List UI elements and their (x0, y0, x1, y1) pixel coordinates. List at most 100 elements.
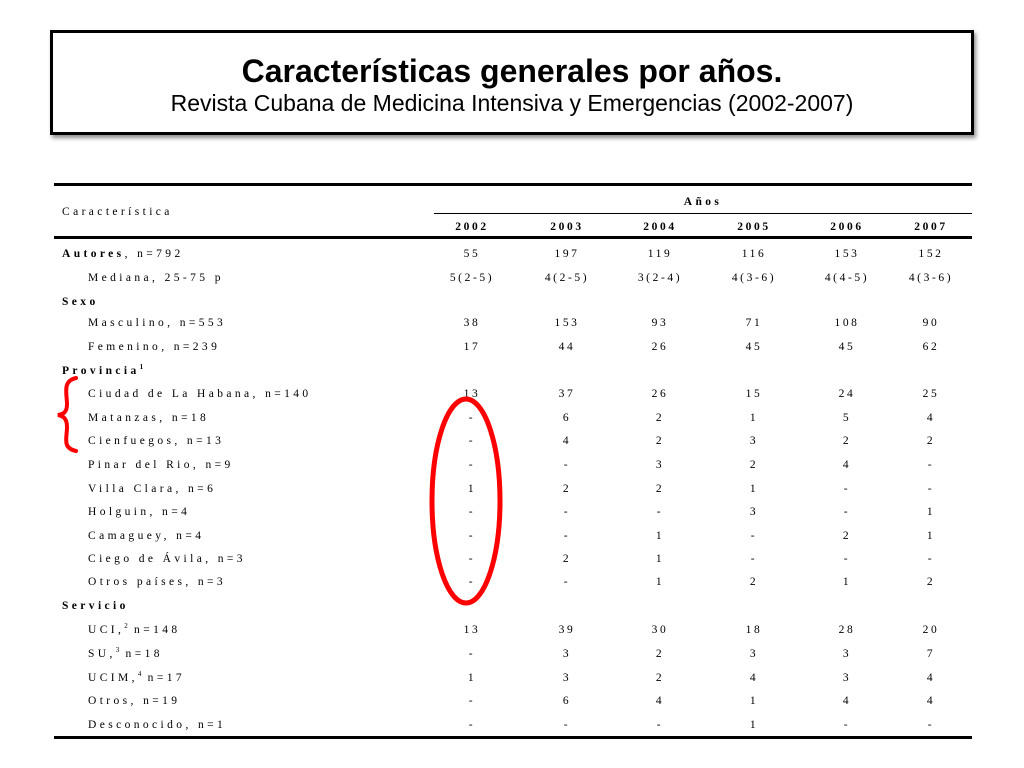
table-cell: 1 (749, 412, 759, 424)
table-cell: 24 (838, 388, 856, 400)
table-cell: 3 (562, 648, 572, 660)
slide-subtitle: Revista Cubana de Medicina Intensiva y E… (170, 90, 854, 116)
table-cell: 1 (749, 719, 759, 731)
table-cell: - (563, 459, 571, 471)
table-cell: 116 (741, 248, 767, 260)
years-header: Años (683, 196, 723, 208)
group-label: Sexo (62, 296, 99, 309)
table-cell: 3 (562, 672, 572, 684)
table-cell: 2 (655, 672, 665, 684)
table-bottom-rule (54, 736, 972, 739)
table-cell: - (468, 459, 476, 471)
row-label-a: SU, (88, 648, 116, 660)
table-cell: - (843, 719, 851, 731)
table-cell: 20 (922, 624, 940, 636)
table-cell: 44 (558, 341, 576, 353)
table-cell: - (563, 506, 571, 518)
table-cell: 3 (842, 672, 852, 684)
group-label: Provincia1 (62, 363, 144, 378)
row-label: Otros, n=19 (88, 695, 181, 707)
table-cell: - (750, 553, 758, 565)
table-cell: 62 (922, 341, 940, 353)
table-cell: 4 (842, 695, 852, 707)
table-cell: 13 (463, 388, 481, 400)
table-cell: 2 (842, 530, 852, 542)
table-cell: 28 (838, 624, 856, 636)
table-cell: 2 (926, 576, 936, 588)
table-cell: - (927, 719, 935, 731)
oval-mark (429, 396, 503, 606)
table-cell: 1 (467, 672, 477, 684)
table-cell: 197 (554, 248, 580, 260)
table-cell: - (468, 576, 476, 588)
row-label: Otros países, n=3 (88, 576, 227, 588)
footnote-marker: 4 (137, 670, 142, 678)
table-cell: 25 (922, 388, 940, 400)
year-header-2007: 2007 (914, 221, 948, 233)
row-label: SU,3 n=18 (88, 647, 163, 661)
table-cell: 1 (749, 483, 759, 495)
table-cell: - (843, 553, 851, 565)
row-label: Autores, n=792 (62, 248, 184, 261)
title-box: Características generales por años. Revi… (50, 30, 974, 135)
table-cell: 5(2-5) (449, 272, 495, 284)
row-label: Mediana, 25-75 p (88, 272, 224, 284)
table-cell: - (750, 530, 758, 542)
table-cell: 4 (655, 695, 665, 707)
table-cell: 3(2-4) (637, 272, 683, 284)
table-cell: 30 (651, 624, 669, 636)
row-label: Ciego de Ávila, n=3 (88, 553, 246, 565)
table-cell: 13 (463, 624, 481, 636)
table-cell: 3 (655, 459, 665, 471)
table-cell: - (468, 435, 476, 447)
row-label: Femenino, n=239 (88, 341, 221, 353)
table-cell: 1 (655, 553, 665, 565)
table-cell: 119 (647, 248, 673, 260)
table-cell: 2 (655, 435, 665, 447)
table-cell: 2 (655, 648, 665, 660)
table-top-rule (54, 183, 972, 186)
table-cell: - (843, 506, 851, 518)
row-label: Ciudad de La Habana, n=140 (88, 388, 312, 400)
table-cell: - (843, 483, 851, 495)
brace-mark (57, 376, 78, 453)
table-cell: - (927, 459, 935, 471)
table-cell: 45 (838, 341, 856, 353)
table-cell: 90 (922, 317, 940, 329)
table-cell: 153 (554, 317, 580, 329)
row-label-bold: Autores (62, 248, 125, 260)
table-cell: 3 (842, 648, 852, 660)
row-label: Cienfuegos, n=13 (88, 435, 225, 447)
table-cell: 7 (926, 648, 936, 660)
table-cell: - (468, 506, 476, 518)
table-cell: 4(3-6) (908, 272, 954, 284)
table-cell: 4 (926, 695, 936, 707)
table-cell: 153 (834, 248, 860, 260)
header-bottom-rule (54, 236, 972, 239)
table-cell: 55 (463, 248, 481, 260)
table-cell: 18 (745, 624, 763, 636)
table-cell: - (563, 719, 571, 731)
year-header-2004: 2004 (643, 221, 677, 233)
footnote-marker: 1 (139, 363, 144, 371)
years-header-rule (434, 213, 972, 214)
row-label: Holguin, n=4 (88, 506, 191, 518)
row-label: Villa Clara, n=6 (88, 483, 217, 495)
table-cell: 38 (463, 317, 481, 329)
table-cell: - (468, 530, 476, 542)
table-cell: 17 (463, 341, 481, 353)
table-cell: 39 (558, 624, 576, 636)
row-label: Pinar del Rio, n=9 (88, 459, 234, 471)
table-cell: 3 (749, 435, 759, 447)
table-cell: 2 (926, 435, 936, 447)
table-cell: - (656, 506, 664, 518)
table-cell: 4(3-6) (731, 272, 777, 284)
table-cell: 1 (842, 576, 852, 588)
table-cell: - (563, 530, 571, 542)
table-cell: 4 (562, 435, 572, 447)
group-label-text: Provincia (62, 365, 140, 377)
table-cell: 6 (562, 412, 572, 424)
table-cell: 45 (745, 341, 763, 353)
table-cell: 2 (842, 435, 852, 447)
table-cell: 3 (749, 648, 759, 660)
